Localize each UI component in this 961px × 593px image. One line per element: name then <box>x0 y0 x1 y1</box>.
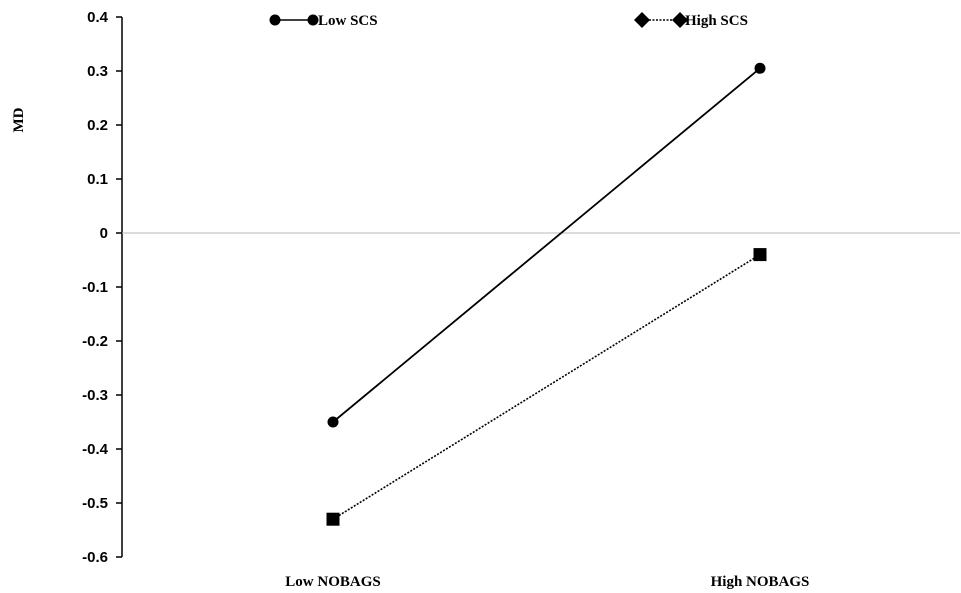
y-tick-label: 0.3 <box>87 63 108 80</box>
legend-marker <box>307 14 319 26</box>
data-point-high-scs <box>326 512 340 526</box>
legend-item-low-scs: Low SCS <box>269 13 378 29</box>
legend: Low SCS High SCS <box>269 12 748 29</box>
y-tick-label: 0.1 <box>87 171 108 188</box>
y-tick-label: -0.3 <box>82 387 108 404</box>
data-point-low-scs <box>754 62 766 74</box>
y-tick-label: 0.4 <box>87 9 109 26</box>
legend-marker <box>634 12 650 28</box>
y-tick-label: 0 <box>100 225 108 242</box>
x-category-label: High NOBAGS <box>711 574 810 590</box>
y-tick-label: -0.5 <box>82 495 108 512</box>
y-tick-label: 0.2 <box>87 117 108 134</box>
data-point-high-scs <box>753 248 767 262</box>
series-layer <box>326 62 767 526</box>
legend-item-high-scs: High SCS <box>634 12 748 29</box>
x-category-label: Low NOBAGS <box>285 574 380 590</box>
legend-marker <box>672 12 688 28</box>
y-tick-label: -0.6 <box>82 549 108 566</box>
legend-label: High SCS <box>685 13 748 29</box>
legend-marker <box>269 14 281 26</box>
y-tick-label: -0.2 <box>82 333 108 350</box>
legend-label: Low SCS <box>318 13 378 29</box>
series-line-low-scs <box>332 67 761 423</box>
y-tick-label: -0.4 <box>82 441 109 458</box>
category-labels: Low NOBAGS High NOBAGS <box>285 574 809 590</box>
y-tick-label: -0.1 <box>82 279 108 296</box>
y-axis-title: MD <box>11 107 27 132</box>
y-axis: 0.4 0.3 0.2 0.1 0 -0.1 -0.2 -0.3 -0.4 -0.5 -0.6 <box>82 9 123 566</box>
series-line-high-scs <box>332 253 761 520</box>
data-point-low-scs <box>327 416 339 428</box>
